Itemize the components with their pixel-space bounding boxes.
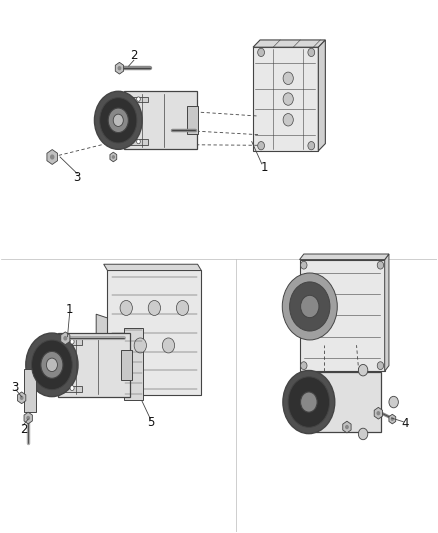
Polygon shape <box>96 314 107 352</box>
Text: 3: 3 <box>11 381 19 394</box>
Bar <box>187 107 198 134</box>
Circle shape <box>290 282 330 331</box>
Bar <box>128 139 148 145</box>
Bar <box>62 339 82 345</box>
Circle shape <box>391 418 393 420</box>
Polygon shape <box>18 392 26 403</box>
FancyBboxPatch shape <box>24 368 35 412</box>
Circle shape <box>41 351 63 378</box>
Circle shape <box>148 301 161 316</box>
Circle shape <box>282 273 337 340</box>
Circle shape <box>32 340 72 390</box>
Circle shape <box>288 377 329 427</box>
Circle shape <box>113 114 124 126</box>
Circle shape <box>137 139 140 144</box>
Circle shape <box>21 397 23 399</box>
Polygon shape <box>374 407 382 419</box>
Text: 2: 2 <box>20 423 27 435</box>
Bar <box>128 97 148 102</box>
Circle shape <box>283 370 335 434</box>
Text: 2: 2 <box>130 50 138 62</box>
Circle shape <box>308 49 315 56</box>
Polygon shape <box>318 40 325 151</box>
Polygon shape <box>385 254 389 371</box>
Circle shape <box>177 301 189 316</box>
Circle shape <box>46 358 57 372</box>
Circle shape <box>358 428 368 440</box>
Circle shape <box>113 156 114 158</box>
Circle shape <box>108 108 128 133</box>
Polygon shape <box>115 62 124 74</box>
Text: 1: 1 <box>260 161 268 174</box>
Text: 5: 5 <box>147 416 154 429</box>
Circle shape <box>300 392 317 412</box>
Circle shape <box>377 261 384 269</box>
Circle shape <box>70 386 74 391</box>
Circle shape <box>258 49 265 56</box>
Circle shape <box>70 339 74 344</box>
Circle shape <box>283 93 293 105</box>
Polygon shape <box>104 264 201 270</box>
Circle shape <box>389 397 398 408</box>
Circle shape <box>100 98 137 143</box>
Polygon shape <box>253 47 318 151</box>
FancyBboxPatch shape <box>124 91 197 149</box>
FancyBboxPatch shape <box>57 333 130 397</box>
Polygon shape <box>253 40 325 47</box>
Polygon shape <box>343 421 351 433</box>
Circle shape <box>300 261 307 269</box>
Circle shape <box>377 412 380 415</box>
Circle shape <box>300 295 319 318</box>
Circle shape <box>64 337 67 340</box>
Circle shape <box>346 425 348 429</box>
Circle shape <box>134 338 146 353</box>
Text: 3: 3 <box>74 171 81 184</box>
Text: 1: 1 <box>66 303 74 316</box>
Circle shape <box>120 301 132 316</box>
Circle shape <box>95 91 142 149</box>
Circle shape <box>26 333 78 397</box>
Polygon shape <box>110 152 117 162</box>
Polygon shape <box>24 412 32 424</box>
Circle shape <box>377 362 384 369</box>
Circle shape <box>118 67 120 70</box>
Text: 4: 4 <box>401 417 409 430</box>
Polygon shape <box>300 254 389 260</box>
Circle shape <box>137 97 140 101</box>
Circle shape <box>162 338 175 353</box>
Circle shape <box>308 142 315 150</box>
Circle shape <box>51 155 54 159</box>
Polygon shape <box>107 270 201 395</box>
Circle shape <box>300 362 307 369</box>
Circle shape <box>283 114 293 126</box>
Bar <box>62 386 82 392</box>
Polygon shape <box>389 414 396 424</box>
FancyBboxPatch shape <box>316 372 381 432</box>
Circle shape <box>27 417 29 419</box>
Circle shape <box>258 142 265 150</box>
Bar <box>120 350 132 380</box>
Circle shape <box>283 72 293 85</box>
Polygon shape <box>61 332 70 345</box>
Polygon shape <box>124 328 143 400</box>
Bar <box>300 260 385 371</box>
Polygon shape <box>47 150 57 165</box>
Circle shape <box>358 365 368 376</box>
